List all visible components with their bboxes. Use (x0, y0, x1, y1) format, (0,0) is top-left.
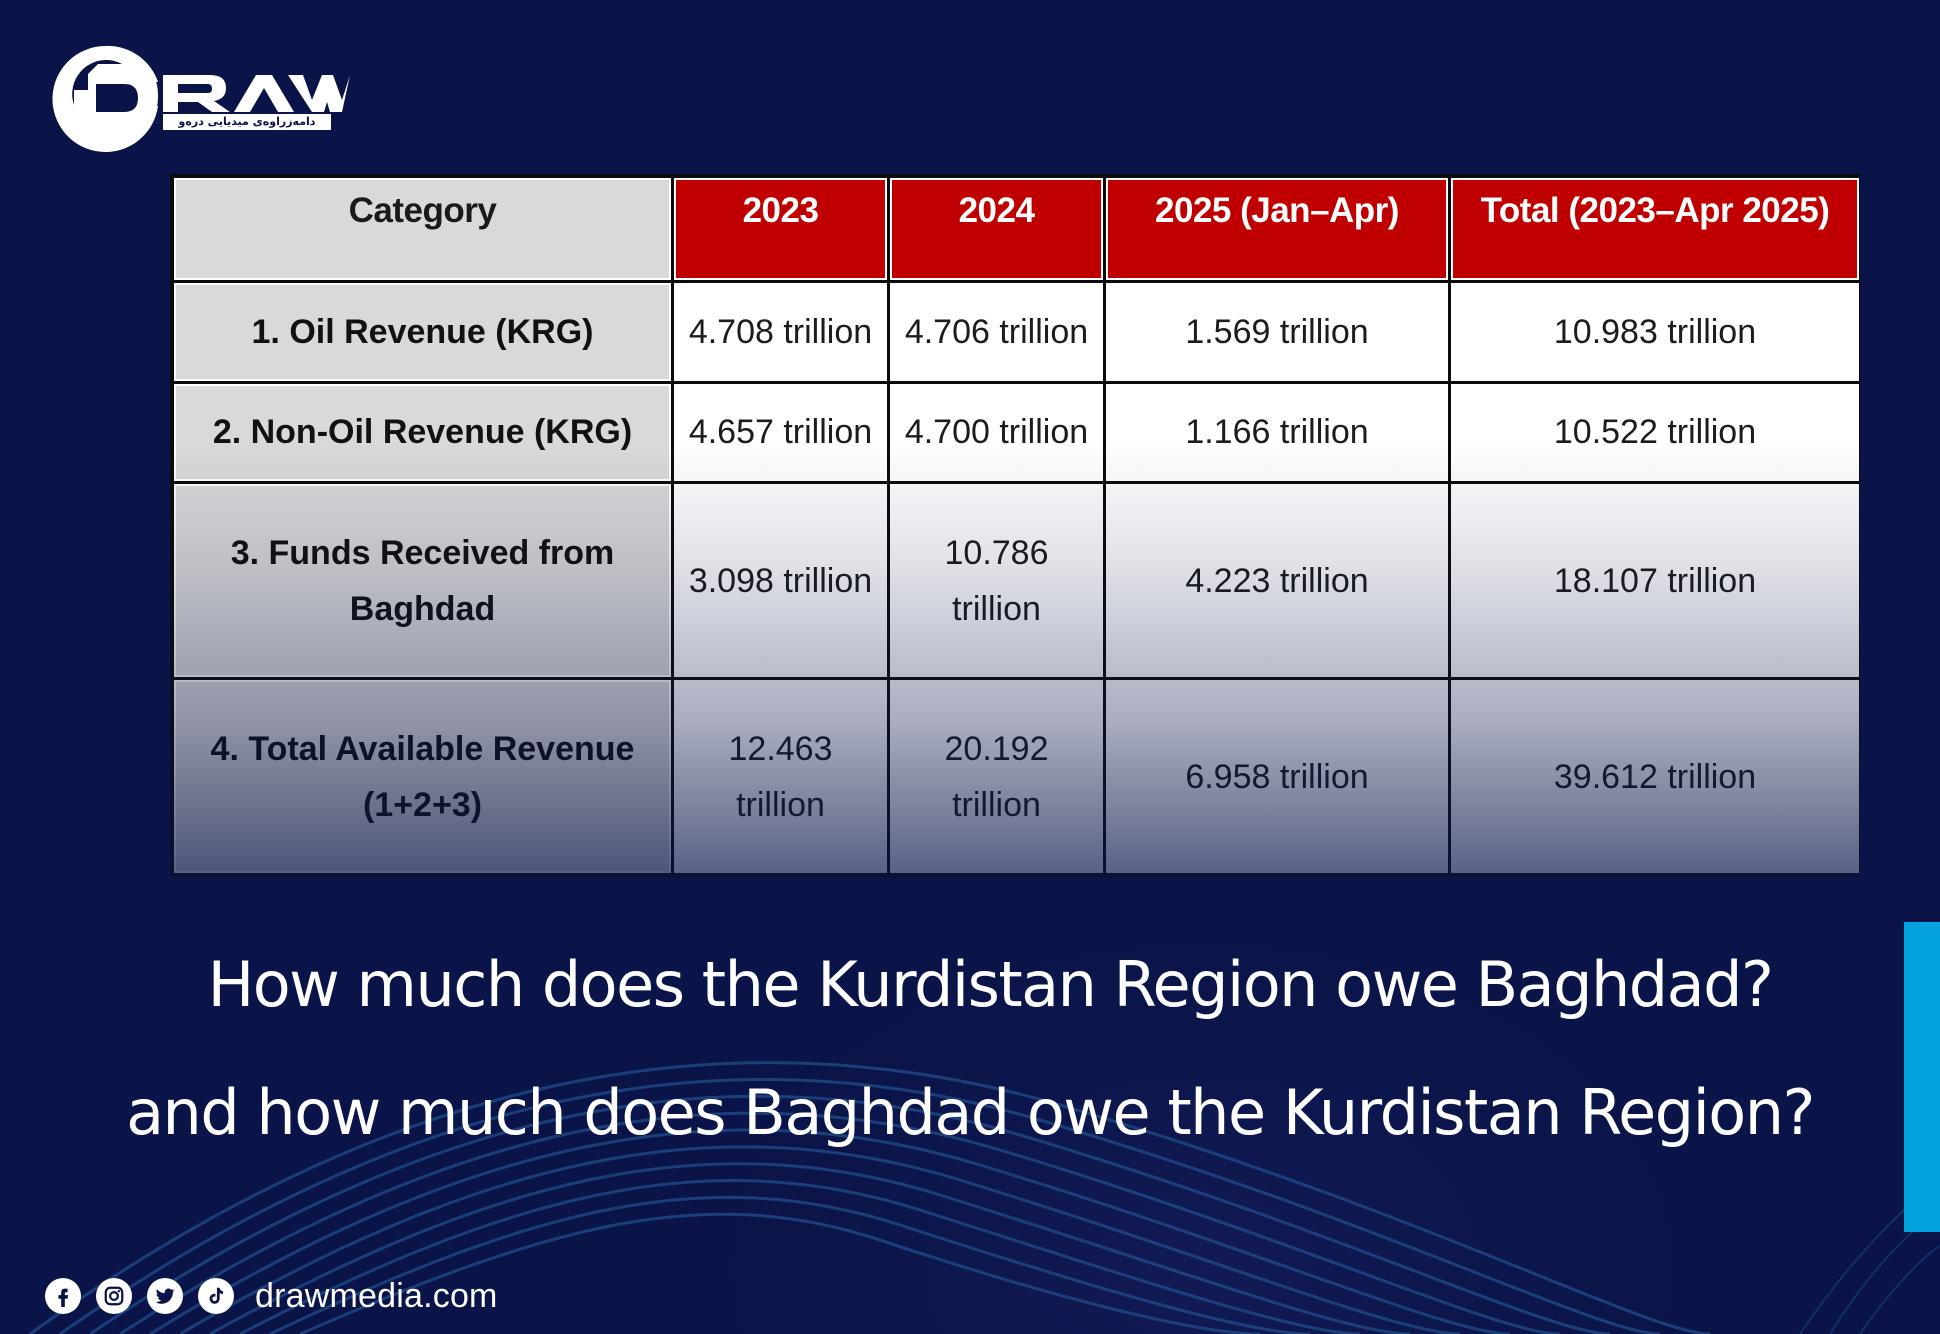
logo-subtitle: دامەزراوەی میدیایی درەو (163, 114, 331, 130)
row-category: 4. Total Available Revenue (1+2+3) (174, 680, 671, 873)
row-category: 1. Oil Revenue (KRG) (174, 283, 671, 381)
website-link[interactable]: drawmedia.com (255, 1276, 498, 1315)
cell-2023: 12.463 trillion (674, 680, 887, 873)
cell-2025: 4.223 trillion (1106, 484, 1448, 677)
cell-2024: 4.700 trillion (890, 383, 1103, 481)
cell-2024: 4.706 trillion (890, 283, 1103, 381)
row-category: 2. Non-Oil Revenue (KRG) (174, 383, 671, 481)
cell-2025: 6.958 trillion (1106, 680, 1448, 873)
column-header-2025: 2025 (Jan–Apr) (1106, 178, 1448, 280)
cell-2023: 4.708 trillion (674, 283, 887, 381)
table-row: 1. Oil Revenue (KRG) 4.708 trillion 4.70… (174, 283, 1859, 381)
cell-2023: 4.657 trillion (674, 383, 887, 481)
facebook-icon[interactable] (45, 1278, 81, 1314)
table-row: 2. Non-Oil Revenue (KRG) 4.657 trillion … (174, 383, 1859, 481)
table-row: 4. Total Available Revenue (1+2+3) 12.46… (174, 680, 1859, 873)
cell-total: 10.983 trillion (1451, 283, 1859, 381)
column-header-2024: 2024 (890, 178, 1103, 280)
column-header-total: Total (2023–Apr 2025) (1451, 178, 1859, 280)
cell-total: 39.612 trillion (1451, 680, 1859, 873)
tiktok-icon[interactable] (198, 1278, 234, 1314)
cell-2024: 20.192 trillion (890, 680, 1103, 873)
cell-2025: 1.569 trillion (1106, 283, 1448, 381)
footer: drawmedia.com (45, 1276, 498, 1316)
instagram-icon[interactable] (96, 1278, 132, 1314)
headline-line-1: How much does the Kurdistan Region owe B… (207, 948, 1774, 1021)
cell-2024: 10.786 trillion (890, 484, 1103, 677)
twitter-icon[interactable] (147, 1278, 183, 1314)
table-header-row: Category 2023 2024 2025 (Jan–Apr) Total … (174, 178, 1859, 280)
row-category: 3. Funds Received from Baghdad (174, 484, 671, 677)
accent-bar (1904, 922, 1940, 1232)
column-header-category: Category (174, 178, 671, 280)
cell-total: 18.107 trillion (1451, 484, 1859, 677)
draw-logo (52, 45, 350, 152)
cell-total: 10.522 trillion (1451, 383, 1859, 481)
cell-2023: 3.098 trillion (674, 484, 887, 677)
table-row: 3. Funds Received from Baghdad 3.098 tri… (174, 484, 1859, 677)
headline-line-2: and how much does Baghdad owe the Kurdis… (126, 1076, 1815, 1149)
cell-2025: 1.166 trillion (1106, 383, 1448, 481)
column-header-2023: 2023 (674, 178, 887, 280)
revenue-table: Category 2023 2024 2025 (Jan–Apr) Total … (170, 174, 1860, 877)
